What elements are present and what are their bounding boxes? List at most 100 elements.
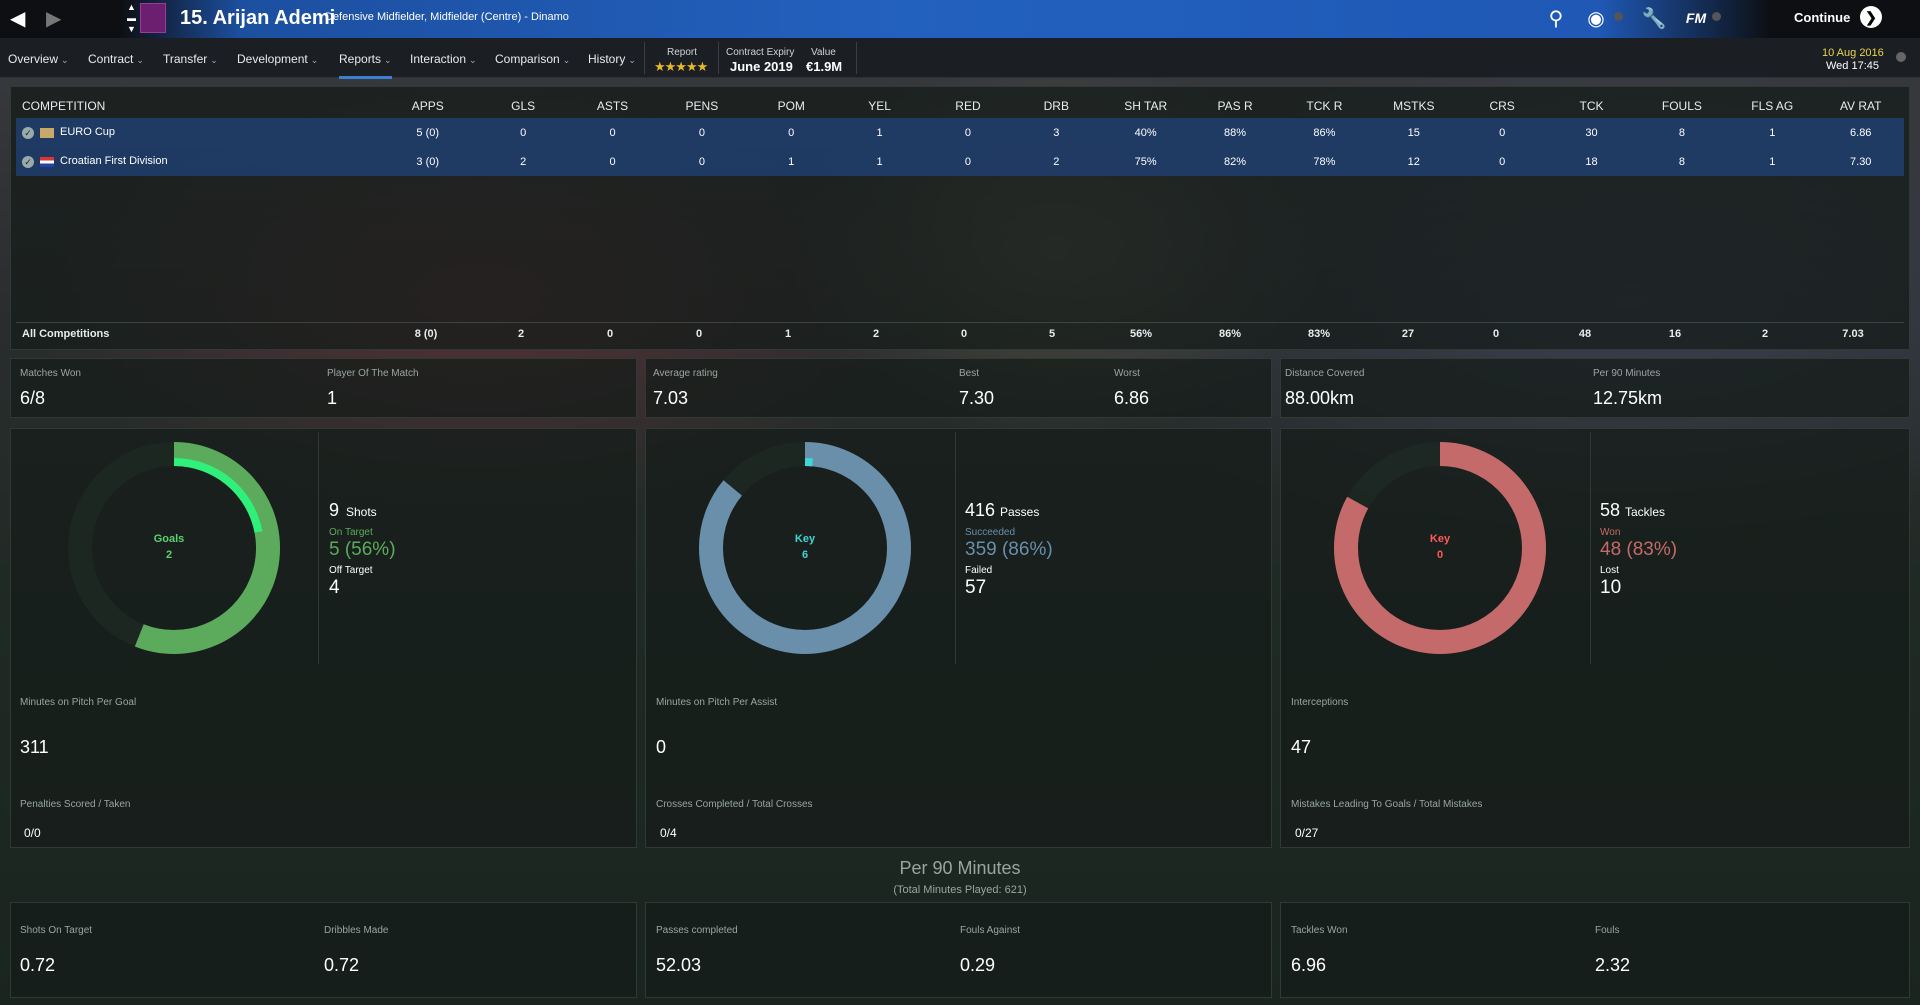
goals-ring-value: 2	[165, 549, 173, 561]
per90-fouls-against-label: Fouls Against	[960, 925, 1021, 936]
total-cell: 5	[1048, 328, 1056, 340]
total-cell: 83%	[1307, 328, 1331, 340]
back-arrow-icon[interactable]: ◀	[10, 8, 26, 30]
passes-count: 416	[965, 500, 996, 520]
per90-panel-left	[10, 902, 637, 998]
check-icon[interactable]: ✓	[22, 126, 34, 139]
table-header-row: COMPETITION APPS GLS ASTS PENS POM YEL R…	[16, 94, 1904, 118]
table-cell: 1	[1727, 147, 1818, 176]
chevron-down-icon: ⌄	[628, 55, 636, 65]
tackles-label: Tackles	[1625, 505, 1666, 519]
club-badge-icon[interactable]	[140, 3, 166, 33]
table-cell: 40%	[1100, 118, 1191, 147]
goals-ring-label: Goals	[153, 533, 185, 545]
menu-history[interactable]: History ⌄	[588, 52, 636, 66]
avg-rating-label: Average rating	[653, 368, 718, 379]
col-yel[interactable]: YEL	[868, 99, 891, 113]
menu-development[interactable]: Development ⌄	[237, 52, 319, 66]
table-cell: 12	[1369, 147, 1458, 176]
menu-contract[interactable]: Contract ⌄	[88, 52, 144, 66]
tackles-won-arc	[1334, 442, 1546, 654]
check-icon[interactable]: ✓	[22, 155, 34, 168]
min-per-goal-label: Minutes on Pitch Per Goal	[20, 697, 137, 708]
table-cell: 6.86	[1817, 118, 1904, 147]
table-row[interactable]: ✓ Croatian First Division 3 (0) 2 0 0 1 1 0 2 75% 8…	[16, 147, 1904, 176]
table-cell: 86%	[1279, 118, 1370, 147]
menu-comparison[interactable]: Comparison ⌄	[495, 52, 571, 66]
game-date: 10 Aug 2016	[1822, 47, 1884, 59]
lost-label: Lost	[1600, 565, 1619, 576]
table-cell: 0	[477, 118, 569, 147]
total-label: All Competitions	[22, 328, 110, 340]
table-cell: 30	[1546, 118, 1637, 147]
col-asts[interactable]: ASTS	[596, 99, 629, 113]
search-globe-icon[interactable]: ⚲	[1548, 7, 1564, 30]
total-cell: 86%	[1218, 328, 1242, 340]
total-cell: 8 (0)	[414, 328, 438, 340]
col-sh-tar[interactable]: SH TAR	[1124, 99, 1168, 113]
per90-shots-on-target-label: Shots On Target	[20, 925, 93, 936]
col-crs[interactable]: CRS	[1489, 99, 1515, 113]
report-stars[interactable]: ★★★★★	[654, 59, 708, 74]
col-tck-r[interactable]: TCK R	[1306, 99, 1343, 113]
table-cell: 0	[1457, 118, 1547, 147]
wrench-icon[interactable]: 🔧	[1641, 7, 1667, 30]
shots-count: 9	[329, 500, 340, 520]
shots-on-target-arc	[68, 442, 280, 654]
fm-logo-icon[interactable]: FM	[1685, 10, 1707, 26]
best-label: Best	[959, 368, 980, 379]
col-red[interactable]: RED	[955, 99, 981, 113]
col-av-rat[interactable]: AV RAT	[1839, 99, 1882, 113]
chevron-down-icon: ⌄	[210, 55, 218, 65]
col-pom[interactable]: POM	[777, 99, 805, 113]
contract-expiry-label: Contract Expiry	[726, 47, 795, 58]
goals-arc	[84, 458, 264, 638]
competition-label: EURO Cup	[60, 126, 116, 139]
passes-label: Passes	[1000, 505, 1040, 519]
col-tck[interactable]: TCK	[1579, 99, 1604, 113]
min-per-goal-value: 311	[20, 737, 49, 757]
menu-transfer[interactable]: Transfer ⌄	[163, 52, 218, 66]
col-pas-r[interactable]: PAS R	[1217, 99, 1253, 113]
menu-overview[interactable]: Overview ⌄	[8, 52, 69, 66]
player-switcher-arrows-icon[interactable]: ▲ ▬ ▼	[127, 2, 136, 34]
continue-button[interactable]: Continue	[1794, 10, 1851, 25]
menu-reports[interactable]: Reports ⌄	[339, 52, 392, 79]
failed-value: 57	[965, 577, 987, 598]
summary-panel-left	[10, 358, 637, 418]
chevron-down-icon: ⌄	[469, 55, 477, 65]
shots-label: Shots	[346, 505, 377, 519]
avg-rating-value: 7.03	[653, 388, 689, 408]
competition-label: Croatian First Division	[60, 155, 168, 168]
col-drb[interactable]: DRB	[1043, 99, 1069, 113]
summary-panel-right	[1280, 358, 1910, 418]
col-competition[interactable]: COMPETITION	[22, 99, 106, 113]
won-value: 48 (83%)	[1600, 539, 1678, 560]
total-cell: 16	[1668, 328, 1682, 340]
col-fouls[interactable]: FOULS	[1661, 99, 1702, 113]
table-cell: 0	[923, 147, 1013, 176]
trophy-icon	[40, 127, 54, 138]
per90-subtitle: (Total Minutes Played: 621)	[893, 884, 1027, 896]
world-icon[interactable]: ◉	[1587, 7, 1605, 30]
mistakes-value: 0/27	[1295, 826, 1319, 840]
col-fls-ag[interactable]: FLS AG	[1751, 99, 1794, 113]
col-pens[interactable]: PENS	[685, 99, 719, 113]
total-cell: 7.03	[1842, 328, 1864, 340]
forward-arrow-icon[interactable]: ▶	[46, 8, 62, 30]
per90-dribbles-value: 0.72	[324, 955, 360, 975]
min-per-assist-value: 0	[656, 737, 667, 757]
col-mstks[interactable]: MSTKS	[1393, 99, 1435, 113]
chevron-down-icon: ⌄	[136, 55, 144, 65]
per90-title: Per 90 Minutes	[899, 858, 1021, 878]
divider	[718, 42, 719, 74]
matches-won-value: 6/8	[20, 388, 46, 408]
shots-ring-chart	[68, 442, 280, 654]
continue-arrow-icon[interactable]: ❯	[1860, 6, 1882, 28]
col-gls[interactable]: GLS	[511, 99, 536, 113]
total-cell: 56%	[1129, 328, 1153, 340]
table-row[interactable]: ✓ EURO Cup 5 (0) 0 0 0 0 1 0 3 40% 88% 86% 15 0 30 8 1 6.8…	[16, 118, 1904, 147]
menu-interaction[interactable]: Interaction ⌄	[410, 52, 477, 66]
chevron-down-icon: ⌄	[562, 55, 571, 65]
col-apps[interactable]: APPS	[411, 99, 444, 113]
